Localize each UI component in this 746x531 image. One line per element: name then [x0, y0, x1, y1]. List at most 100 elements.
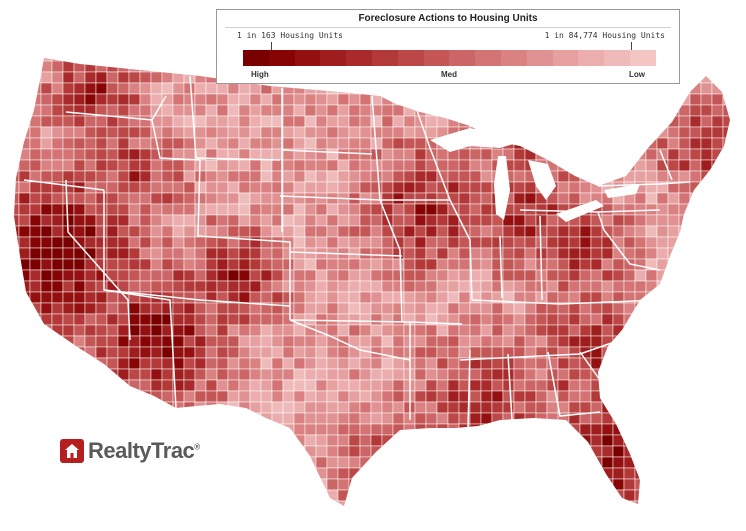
- county-cell: [634, 313, 647, 326]
- county-cell: [228, 512, 239, 523]
- county-cell: [734, 248, 745, 259]
- county-cell: [678, 225, 691, 238]
- county-cell: [546, 423, 559, 436]
- county-cell: [18, 258, 31, 271]
- county-cell: [437, 512, 448, 523]
- county-cell: [667, 390, 680, 403]
- county-cell: [162, 512, 173, 523]
- county-cell: [656, 390, 669, 403]
- county-cell: [689, 357, 702, 370]
- county-cell: [282, 434, 295, 447]
- county-cell: [139, 247, 152, 260]
- county-cell: [579, 236, 592, 249]
- county-cell: [722, 390, 730, 403]
- county-cell: [249, 192, 262, 205]
- county-cell: [29, 500, 42, 506]
- county-cell: [337, 478, 350, 491]
- county-cell: [14, 335, 20, 348]
- county-cell: [95, 335, 108, 348]
- county-cell: [326, 346, 339, 359]
- county-cell: [645, 115, 658, 128]
- county-cell: [458, 434, 471, 447]
- county-cell: [348, 126, 361, 139]
- county-cell: [18, 335, 31, 348]
- county-cell: [161, 126, 174, 139]
- county-cell: [337, 445, 350, 458]
- county-cell: [227, 269, 240, 282]
- county-cell: [734, 215, 745, 226]
- county-cell: [711, 412, 724, 425]
- county-cell: [458, 148, 471, 161]
- county-cell: [546, 82, 559, 95]
- county-cell: [106, 247, 119, 260]
- county-cell: [161, 203, 174, 216]
- county-cell: [667, 269, 680, 282]
- county-cell: [117, 82, 130, 95]
- county-cell: [62, 192, 75, 205]
- county-cell: [590, 445, 603, 458]
- county-cell: [722, 60, 730, 73]
- county-cell: [734, 138, 745, 149]
- county-cell: [14, 225, 20, 238]
- county-cell: [700, 302, 713, 315]
- county-cell: [139, 390, 152, 403]
- county-cell: [656, 313, 669, 326]
- county-cell: [634, 280, 647, 293]
- county-cell: [480, 423, 493, 436]
- county-cell: [480, 467, 493, 480]
- county-cell: [689, 225, 702, 238]
- county-cell: [579, 313, 592, 326]
- county-cell: [73, 324, 86, 337]
- state-boundary-line: [499, 235, 503, 299]
- county-cell: [700, 181, 713, 194]
- county-cell: [29, 58, 42, 62]
- state-boundary-line: [579, 351, 601, 381]
- county-cell: [678, 58, 691, 62]
- county-cell: [106, 137, 119, 150]
- county-cell: [502, 225, 515, 238]
- county-cell: [536, 512, 547, 523]
- county-cell: [84, 58, 97, 62]
- county-cell: [535, 302, 548, 315]
- county-cell: [51, 71, 64, 84]
- county-cell: [734, 457, 745, 468]
- county-cell: [216, 434, 229, 447]
- county-cell: [612, 93, 625, 106]
- county-cell: [150, 280, 163, 293]
- county-cell: [535, 236, 548, 249]
- county-cell: [634, 489, 647, 502]
- county-cell: [183, 368, 196, 381]
- county-cell: [700, 456, 713, 469]
- county-cell: [216, 390, 229, 403]
- county-cell: [689, 401, 702, 414]
- county-cell: [568, 456, 581, 469]
- county-cell: [14, 379, 20, 392]
- county-cell: [18, 60, 31, 73]
- county-cell: [139, 467, 152, 480]
- county-cell: [161, 115, 174, 128]
- county-cell: [425, 192, 438, 205]
- county-cell: [403, 500, 416, 506]
- county-cell: [304, 489, 317, 502]
- county-cell: [645, 324, 658, 337]
- county-cell: [414, 368, 427, 381]
- county-cell: [238, 423, 251, 436]
- legend-scale-swatch: [346, 50, 372, 66]
- county-cell: [524, 335, 537, 348]
- county-cell: [414, 192, 427, 205]
- county-cell: [62, 324, 75, 337]
- county-cell: [623, 357, 636, 370]
- county-cell: [700, 412, 713, 425]
- county-cell: [711, 126, 724, 139]
- legend-scale-swatch: [449, 50, 476, 66]
- county-cell: [227, 489, 240, 502]
- county-cell: [183, 58, 196, 62]
- county-cell: [172, 467, 185, 480]
- county-cell: [656, 82, 669, 95]
- county-cell: [734, 171, 745, 182]
- county-cell: [205, 192, 218, 205]
- county-cell: [678, 115, 691, 128]
- county-cell: [645, 170, 658, 183]
- county-cell: [447, 423, 460, 436]
- county-cell: [370, 478, 383, 491]
